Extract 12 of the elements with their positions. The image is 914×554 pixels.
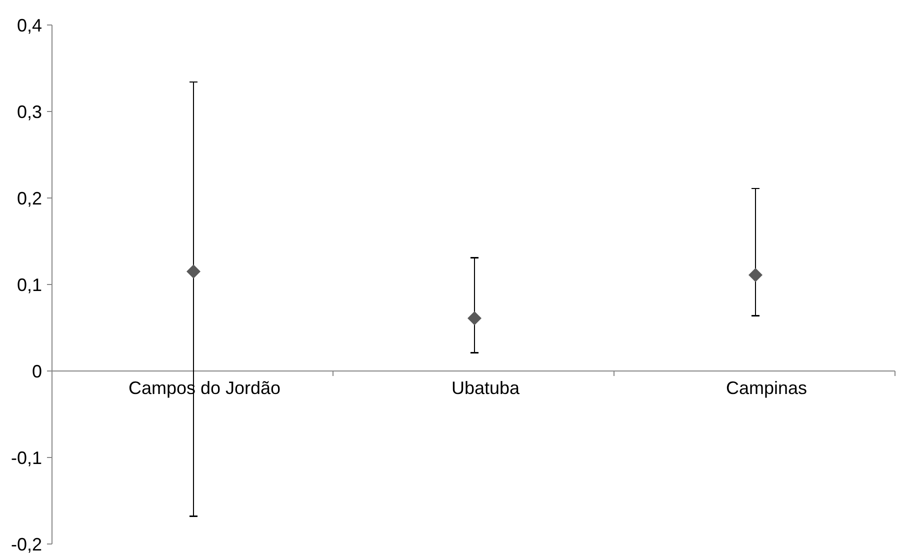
y-tick-label: 0,3 <box>16 102 42 122</box>
y-tick-label: 0,2 <box>16 188 42 208</box>
y-tick-label: 0 <box>32 361 42 382</box>
point <box>748 268 762 282</box>
x-tick-label: Campinas <box>726 378 808 398</box>
y-tick-label: 0,1 <box>16 274 42 295</box>
y-tick-label: 0,4 <box>16 15 42 36</box>
point <box>468 311 482 326</box>
y-tick-label: -0,2 <box>10 534 42 554</box>
point <box>186 264 200 279</box>
x-tick-label: Ubatuba <box>451 378 521 398</box>
y-tick-label: -0,1 <box>10 448 42 468</box>
